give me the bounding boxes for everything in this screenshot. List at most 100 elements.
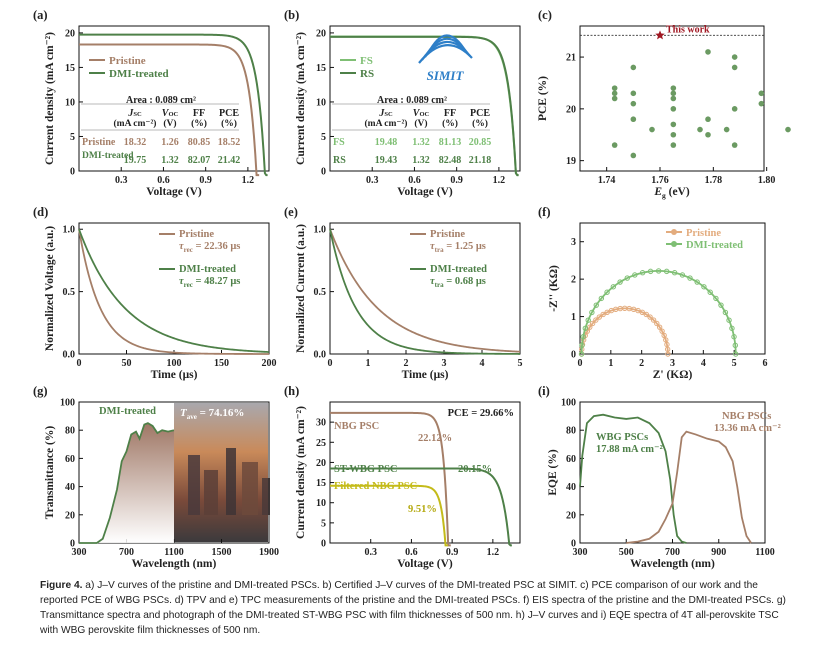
panel-a-table-unit: (%) — [221, 118, 237, 129]
panel-c-point — [731, 64, 738, 71]
panel-b-table-cell: 19.48 — [375, 137, 398, 148]
panel-a-table-head-sub: SC — [133, 111, 142, 118]
panel-i-xtick-label: 1100 — [755, 547, 774, 558]
panel-f-xtick-label: 4 — [701, 358, 706, 369]
panel-b-ytick-label: 20 — [316, 28, 326, 39]
panel-f-ylabel: -Z'' (KΩ) — [548, 265, 560, 312]
panel-a-legend-0: Pristine — [109, 55, 146, 67]
panel-e-tau-sub: tra — [435, 246, 444, 254]
panel-g-curve — [79, 422, 175, 544]
panel-b-table-head: JSC — [378, 108, 393, 119]
panel-c-point — [731, 106, 738, 112]
panel-c-ylabel: PCE (%) — [537, 76, 549, 121]
panel-f-point-1 — [671, 270, 678, 276]
panel-d-tau-symbol: τ — [179, 276, 184, 287]
panel-f-point-1 — [731, 334, 737, 340]
panel-d-tau-symbol: τ — [179, 241, 184, 252]
panel-f-point-1 — [701, 284, 707, 290]
panel-f-point-1 — [593, 302, 599, 308]
panel-b-table-head-main: FF — [444, 108, 456, 119]
panel-e-xtick-label: 2 — [404, 358, 409, 369]
panel-f-point-1 — [617, 279, 623, 285]
panel-c-point — [670, 121, 677, 128]
panel-f-point-1 — [707, 289, 713, 295]
panel-c-label: (c) — [538, 8, 552, 22]
panel-b-ylabel: Current density (mA cm⁻²) — [295, 32, 307, 165]
device-photograph-building — [242, 462, 258, 515]
panel-b-table-head-main: V — [413, 108, 421, 119]
panel-d-legend-1: DMI-treated — [179, 264, 236, 275]
panel-f-point-1 — [624, 275, 630, 281]
panel-g-tave-sub: ave — [187, 413, 197, 421]
panel-g-ytick-label: 100 — [60, 398, 75, 409]
panel-i-xtick-label: 900 — [711, 547, 726, 558]
panel-f-ytick-label: 0 — [571, 350, 576, 361]
panel-g-xlabel: Wavelength (nm) — [132, 558, 217, 570]
panel-a-table-head-main: PCE — [219, 108, 239, 119]
caption-figure-label: Figure 4. — [40, 580, 83, 591]
panel-b-ytick-label: 10 — [316, 97, 326, 108]
panel-c-xtick-label: 1.80 — [758, 175, 776, 186]
panel-i-ytick-label: 20 — [566, 510, 576, 521]
panel-i-ytick-label: 40 — [566, 482, 576, 493]
panel-b-xlabel: Voltage (V) — [397, 186, 453, 198]
panel-b-table-unit: (V) — [414, 118, 427, 129]
figure-caption: Figure 4. a) J–V curves of the pristine … — [40, 578, 790, 638]
panel-d-tau-value: = 48.27 μs — [193, 276, 241, 287]
panel-d-xtick-label: 0 — [77, 358, 82, 369]
panel-d-xtick-label: 150 — [214, 358, 229, 369]
panel-e-curve-0 — [329, 228, 521, 353]
panel-d-tau-value: = 22.36 μs — [193, 241, 241, 252]
panel-i-wbg-jsc: 17.88 mA cm⁻² — [596, 444, 663, 455]
device-photograph-building — [262, 478, 270, 515]
panel-a-table-head: JSC — [127, 108, 142, 119]
panel-a-table-rowname: Pristine — [82, 137, 116, 148]
panel-h-curve-0 — [330, 411, 451, 547]
panel-c-point — [611, 142, 618, 148]
panel-a-table-rowname: DMI-treated — [82, 151, 134, 161]
panel-b-table-head-main: PCE — [470, 108, 490, 119]
panel-c-ytick-label: 19 — [566, 156, 576, 167]
panel-f-point-0 — [659, 328, 665, 334]
panel-f-ytick-label: 2 — [571, 275, 576, 286]
panel-c-this-work-label: This work — [666, 24, 710, 35]
panel-c-xtick-label: 1.78 — [705, 175, 723, 186]
panel-e-tau-1: τtra = 0.68 μs — [430, 276, 486, 289]
panel-h-curve-label-1: ST-WBG PSC — [334, 464, 398, 475]
panel-f-point-1 — [732, 342, 738, 349]
panel-c-point — [611, 90, 618, 97]
panel-c-xlabel-unit: (eV) — [666, 186, 690, 198]
panel-a-table-cell: 19.75 — [124, 155, 147, 166]
panel-a-table-unit: (%) — [191, 118, 207, 129]
panel-b-table-rowname: RS — [333, 155, 346, 166]
panel-h-frame — [329, 401, 521, 544]
panel-b-xtick-label: 0.9 — [450, 175, 463, 186]
panel-i-wbg-label: WBG PSCs — [596, 432, 648, 443]
panel-b-table-rowname: FS — [333, 137, 345, 148]
panel-h-ytick-label: 30 — [316, 418, 326, 429]
panel-b-legend-0: FS — [360, 55, 373, 67]
panel-g-xtick-label: 1500 — [212, 547, 232, 558]
panel-f-legend-0-marker — [671, 229, 677, 235]
panel-f-point-0 — [589, 320, 596, 327]
panel-e-xtick-label: 4 — [480, 358, 485, 369]
panel-g-ytick-label: 40 — [65, 482, 75, 493]
panel-g-legend: DMI-treated — [99, 406, 156, 417]
panel-i-xtick-label: 500 — [619, 547, 634, 558]
panel-b-table-cell: 1.32 — [412, 155, 430, 166]
simit-logo: SIMIT — [418, 34, 473, 83]
panel-c-point — [705, 49, 711, 55]
panel-d-tau-1: τrec = 48.27 μs — [179, 276, 240, 289]
panel-c-xtick-label: 1.74 — [598, 175, 616, 186]
panel-d-ylabel: Normalized Voltage (a.u.) — [44, 226, 56, 351]
panel-f-label: (f) — [538, 205, 551, 219]
panel-f-point-1 — [733, 351, 739, 357]
panel-a-ytick-label: 5 — [70, 132, 75, 143]
panel-a-table-head: FF — [193, 108, 205, 119]
panel-b-table-cell: 19.43 — [375, 155, 398, 166]
panel-c-point — [649, 126, 655, 133]
panel-h-curve-pce-2: 9.51% — [408, 504, 437, 515]
panel-b-curve-1 — [330, 35, 519, 177]
panel-f-legend-1: DMI-treated — [686, 240, 743, 251]
